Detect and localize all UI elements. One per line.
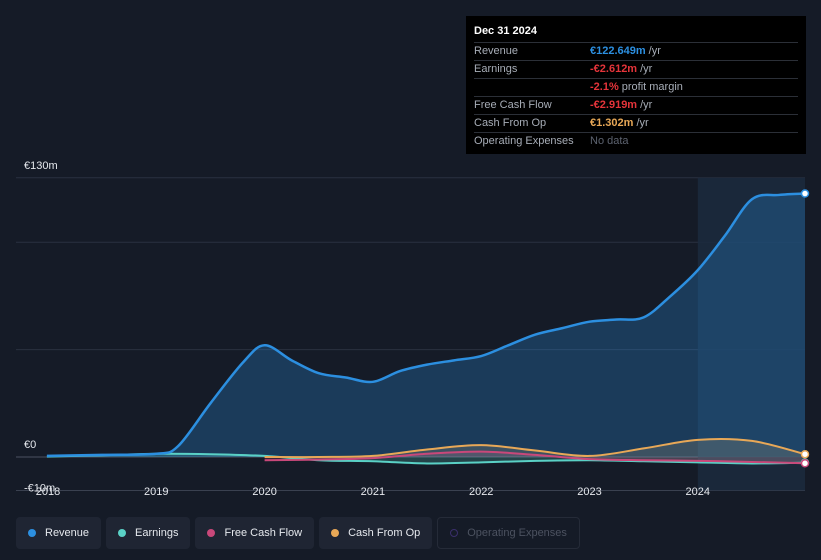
endpoint-revenue [800, 189, 810, 198]
legend-dot-icon [118, 529, 127, 537]
y-tick-label: -€10m [24, 482, 55, 494]
series-lines [46, 192, 806, 465]
endpoint-free-cash-flow [800, 459, 810, 468]
x-tick-label: 2018 [36, 486, 60, 498]
tooltip-row: Revenue €122.649m/yr [474, 43, 798, 61]
legend-label: Cash From Op [348, 527, 421, 539]
tooltip-row: Earnings -€2.612m/yr [474, 61, 798, 79]
legend-label: Free Cash Flow [224, 527, 303, 539]
tooltip-row-unit: /yr [640, 99, 653, 111]
series-line-free-cash-flow [264, 450, 806, 465]
tooltip-row-unit: /yr [636, 117, 649, 129]
tooltip-row-label: Free Cash Flow [474, 99, 552, 111]
series-endpoints [800, 189, 810, 468]
x-tick-label: 2020 [252, 486, 276, 498]
series-line-cash-from-op [264, 437, 806, 459]
legend-dot-icon [28, 529, 36, 537]
tooltip-row-label: Earnings [474, 63, 518, 75]
x-axis: 2018 2019 2020 2021 2022 2023 2024 [36, 486, 710, 498]
y-axis: €130m €0 -€10m [24, 160, 58, 495]
series-area-revenue [46, 193, 806, 458]
tooltip-row-label [474, 79, 590, 96]
legend-label: Operating Expenses [467, 527, 567, 539]
chart-legend: Revenue Earnings Free Cash Flow Cash From O… [16, 517, 585, 549]
legend-item[interactable]: Free Cash Flow [195, 517, 315, 549]
x-tick-label: 2023 [577, 486, 601, 498]
series-areas [46, 193, 806, 464]
chart-canvas: €130m €0 -€10m 2018 2019 2020 2021 2022 2023 202… [16, 160, 810, 498]
tooltip-row-unit: /yr [648, 45, 661, 57]
tooltip-row: -2.1% profit margin [474, 79, 798, 97]
tooltip-row-label: Cash From Op [474, 117, 547, 129]
tooltip-row-value: -2.1% [590, 81, 619, 93]
legend-label: Revenue [45, 527, 90, 539]
tooltip-row: Operating Expenses No data [474, 133, 798, 150]
x-tick-label: 2021 [361, 486, 385, 498]
tooltip-row-label: Operating Expenses [474, 135, 574, 147]
legend-item[interactable]: Operating Expenses [437, 517, 580, 549]
legend-dot-icon [450, 529, 459, 537]
tooltip-row-value: €1.302m [590, 117, 634, 129]
series-line-earnings [46, 452, 806, 465]
legend-item[interactable]: Revenue [16, 517, 102, 549]
legend-label: Earnings [135, 527, 179, 539]
tooltip-row-unit: /yr [640, 63, 653, 75]
legend-item[interactable]: Cash From Op [319, 517, 433, 549]
legend-dot-icon [331, 529, 340, 537]
tooltip-row-value: -€2.919m [590, 99, 638, 111]
x-tick-label: 2019 [144, 486, 168, 498]
tooltip-row-unit: profit margin [621, 81, 683, 93]
legend-item[interactable]: Earnings [106, 517, 191, 549]
tooltip-row-label: Revenue [474, 45, 519, 57]
tooltip-row-value: No data [590, 135, 629, 147]
series-line-revenue [46, 192, 806, 458]
tooltip-row: Cash From Op €1.302m/yr [474, 115, 798, 133]
tooltip-panel: Dec 31 2024 Revenue €122.649m/yr Earnings -… [466, 16, 806, 154]
endpoint-cash-from-op [800, 449, 810, 459]
grid-lines [16, 177, 805, 491]
legend-dot-icon [207, 529, 216, 537]
tooltip-row: Free Cash Flow -€2.919m/yr [474, 97, 798, 115]
tooltip-date: Dec 31 2024 [474, 24, 798, 43]
tooltip-row-value: -€2.612m [590, 63, 638, 75]
series-area-earnings [46, 453, 806, 464]
x-tick-label: 2024 [686, 486, 710, 498]
x-tick-label: 2022 [469, 486, 493, 498]
tooltip-rows: Revenue €122.649m/yr Earnings -€2.612m/yr -2… [474, 43, 798, 150]
y-tick-label: €0 [24, 439, 36, 451]
series-area-cash-from-op [264, 438, 806, 458]
y-tick-label: €130m [24, 160, 58, 172]
tooltip-row-value: €122.649m [590, 45, 646, 57]
